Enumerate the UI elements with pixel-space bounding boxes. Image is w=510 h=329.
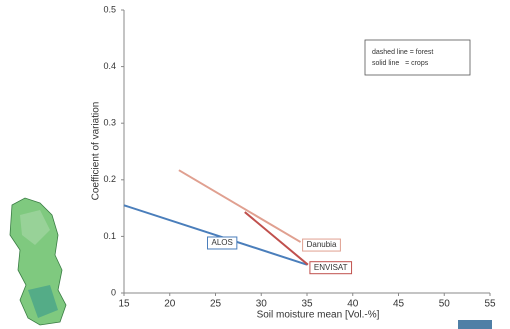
y-tick-label: 0.4 (103, 61, 116, 71)
y-tick-label: 0.3 (103, 118, 116, 128)
note: solid line = crops (372, 60, 429, 67)
y-axis-title: Coefficient of variation (91, 102, 102, 201)
x-tick-label: 40 (347, 299, 359, 310)
series-line (179, 170, 301, 242)
series-line (245, 212, 308, 265)
x-tick-label: 35 (301, 299, 313, 310)
x-tick-label: 45 (393, 299, 405, 310)
x-axis-title: Soil moisture mean [Vol.-%] (257, 310, 380, 321)
chart: Coefficient of variation Soil moisture m… (0, 0, 510, 329)
note: dashed line = forest (372, 49, 433, 56)
y-tick-label: 0.2 (103, 174, 116, 184)
x-tick-label: 25 (210, 299, 222, 310)
note-box (365, 40, 470, 75)
x-tick-label: 30 (256, 299, 268, 310)
y-tick-label: 0.1 (103, 231, 116, 241)
series-label: ENVISAT (314, 263, 348, 272)
series-line (124, 205, 307, 264)
series-label: ALOS (212, 238, 233, 247)
x-tick-label: 50 (439, 299, 451, 310)
x-tick-label: 55 (484, 299, 496, 310)
footer-block (458, 320, 492, 329)
series-label: Danubia (307, 240, 337, 249)
map-thumbnail (10, 198, 66, 325)
x-tick-label: 15 (118, 299, 130, 310)
y-tick-label: 0 (111, 287, 116, 297)
x-tick-label: 20 (164, 299, 176, 310)
y-tick-label: 0.5 (103, 4, 116, 14)
